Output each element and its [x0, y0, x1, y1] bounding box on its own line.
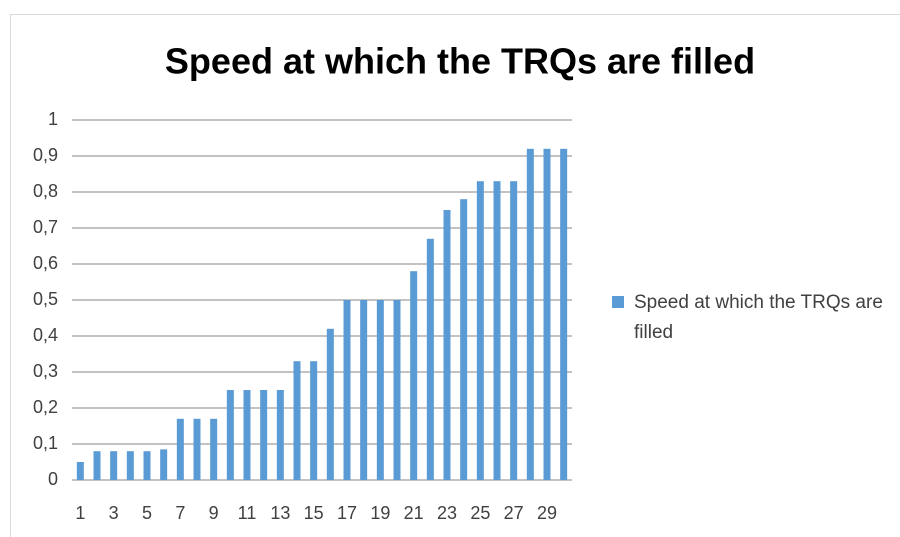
- y-tick-label: 1: [48, 109, 58, 129]
- chart-title: Speed at which the TRQs are filled: [165, 41, 755, 82]
- bar: [526, 148, 534, 481]
- bar: [276, 390, 284, 480]
- x-tick-label: 1: [75, 503, 85, 523]
- x-tick-label: 27: [504, 503, 524, 523]
- bar: [410, 271, 418, 480]
- y-tick-label: 0,8: [33, 181, 58, 201]
- bar: [76, 462, 84, 480]
- bar: [560, 148, 568, 481]
- bar: [110, 451, 118, 480]
- x-tick-label: 5: [142, 503, 152, 523]
- y-tick-label: 0,5: [33, 289, 58, 309]
- x-tick-label: 13: [270, 503, 290, 523]
- legend-label: Speed at which the TRQs are filled: [634, 292, 883, 343]
- legend-swatch: [612, 296, 624, 308]
- x-tick-label: 25: [470, 503, 490, 523]
- bar: [493, 181, 501, 480]
- bar: [543, 148, 551, 481]
- bar: [326, 328, 334, 480]
- bar: [460, 199, 468, 480]
- x-tick-label: 11: [238, 503, 257, 523]
- y-tick-label: 0,4: [33, 325, 58, 345]
- bar: [226, 390, 234, 480]
- bar: [310, 361, 318, 480]
- bar: [243, 390, 251, 480]
- x-tick-label: 21: [404, 503, 424, 523]
- bar: [193, 418, 201, 480]
- bar: [360, 300, 368, 480]
- bar: [293, 361, 301, 480]
- x-tick-label: 7: [175, 503, 185, 523]
- bar: [510, 181, 518, 480]
- y-tick-label: 0,7: [33, 217, 58, 237]
- x-tick-label: 17: [337, 503, 357, 523]
- bar: [210, 418, 218, 480]
- bar: [93, 451, 101, 480]
- y-tick-label: 0,1: [33, 433, 58, 453]
- legend: Speed at which the TRQs are filled: [612, 288, 897, 348]
- y-tick-label: 0: [48, 469, 58, 489]
- bar: [260, 390, 268, 480]
- y-tick-label: 0,2: [33, 397, 58, 417]
- bar: [176, 418, 184, 480]
- bar: [376, 300, 384, 480]
- bar: [476, 181, 484, 480]
- bar: [143, 451, 151, 480]
- bar: [426, 238, 434, 480]
- y-tick-label: 0,3: [33, 361, 58, 381]
- x-tick-label: 9: [209, 503, 219, 523]
- x-tick-label: 23: [437, 503, 457, 523]
- bar: [160, 449, 168, 480]
- bar: [443, 210, 451, 480]
- x-tick-label: 15: [304, 503, 324, 523]
- bar: [393, 300, 401, 480]
- bar: [126, 451, 134, 480]
- x-tick-label: 29: [537, 503, 557, 523]
- y-tick-label: 0,6: [33, 253, 58, 273]
- x-tick-label: 3: [109, 503, 119, 523]
- chart-border: [10, 14, 900, 537]
- x-tick-label: 19: [370, 503, 390, 523]
- y-tick-label: 0,9: [33, 145, 58, 165]
- bar: [343, 300, 351, 480]
